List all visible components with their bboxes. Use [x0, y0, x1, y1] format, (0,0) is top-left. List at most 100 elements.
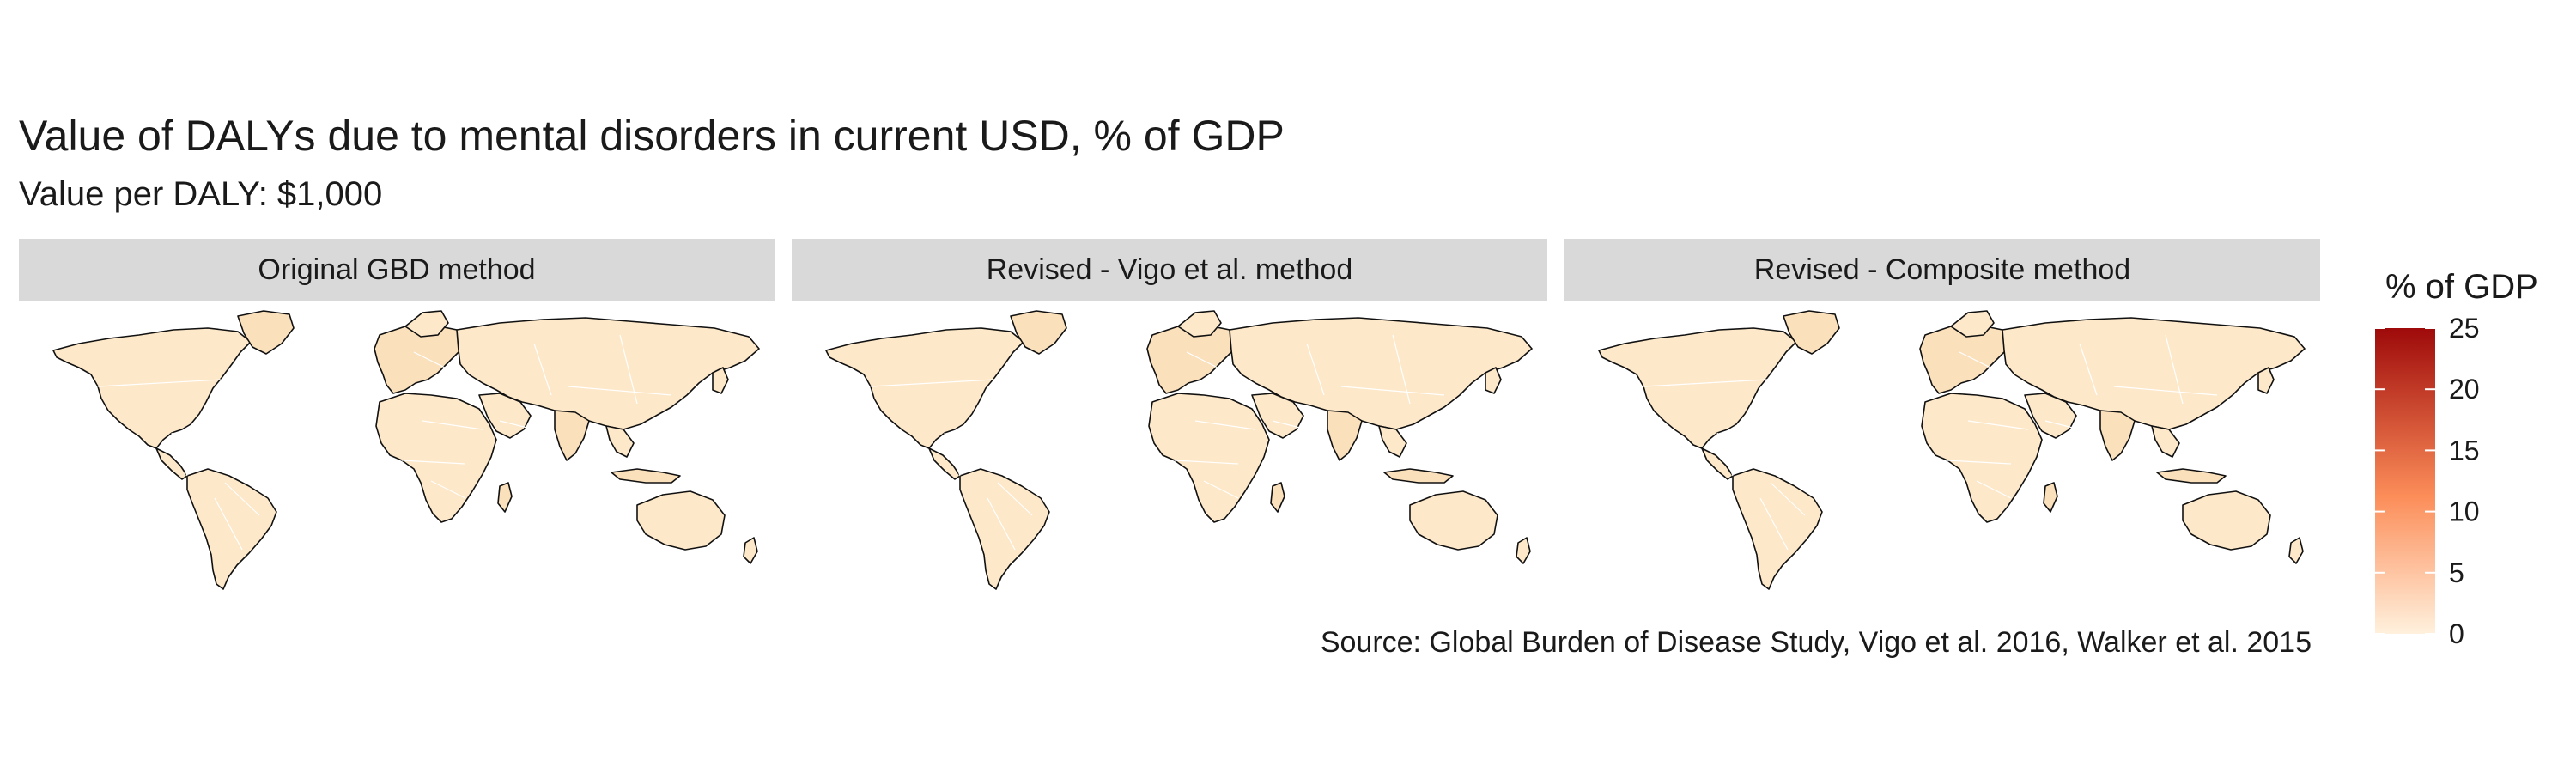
southeast-asia-region: [2151, 425, 2180, 458]
country-border: [214, 497, 243, 551]
country-border: [1770, 482, 1806, 516]
central-america-region: [1701, 447, 1734, 480]
country-border: [1759, 497, 1789, 551]
country-border: [1174, 460, 1239, 465]
south-america-region: [186, 468, 277, 590]
source-note: Source: Global Burden of Disease Study, …: [1320, 626, 2312, 659]
color-legend: 0 5 10 15 20 25: [2375, 313, 2480, 649]
africa-region: [375, 393, 497, 523]
legend-tick-label: 15: [2449, 435, 2480, 466]
chart-subtitle: Value per DALY: $1,000: [19, 175, 383, 213]
facet-strip-label: Revised - Vigo et al. method: [792, 239, 1547, 301]
panel-composite-method: Revised - Composite method: [1564, 239, 2320, 593]
indonesia-region: [2156, 468, 2227, 484]
country-border: [1272, 420, 1308, 430]
country-border: [1716, 432, 1734, 477]
legend-tick-label: 20: [2449, 374, 2480, 405]
panel-original-gbd: Original GBD method: [19, 239, 775, 593]
asia-region: [456, 317, 760, 430]
middle-east-region: [2024, 393, 2077, 439]
country-border: [568, 386, 672, 396]
world-map: [52, 310, 760, 590]
middle-east-region: [1251, 393, 1304, 439]
india-region: [2099, 410, 2136, 461]
legend-colorbar: [2375, 328, 2435, 634]
country-border: [1340, 386, 1445, 396]
africa-region: [1148, 393, 1270, 523]
europe-region: [1146, 324, 1239, 394]
southeast-asia-region: [1378, 425, 1407, 458]
central-america-region: [155, 447, 188, 480]
madagascar-region: [497, 482, 513, 513]
south-america-region: [959, 468, 1050, 590]
middle-east-region: [478, 393, 532, 439]
country-border: [413, 351, 449, 370]
world-map: [1598, 310, 2306, 590]
southeast-asia-region: [605, 425, 635, 458]
country-border: [1959, 351, 1995, 370]
facet-strip-label: Original GBD method: [19, 239, 775, 301]
country-border: [1643, 379, 1768, 387]
legend-title: % of GDP: [2385, 268, 2538, 306]
europe-region: [374, 324, 466, 394]
legend-tick-label: 0: [2449, 618, 2464, 649]
country-border: [1976, 480, 2012, 499]
greenland-region: [237, 310, 295, 355]
north-america-region: [52, 327, 252, 449]
japan-region: [712, 367, 729, 394]
country-border: [499, 420, 535, 430]
country-border: [1306, 343, 1325, 396]
scandinavia-region: [1950, 310, 1995, 338]
country-border: [1194, 420, 1256, 430]
country-border: [944, 432, 961, 477]
central-america-region: [928, 447, 961, 480]
country-border: [2044, 420, 2081, 430]
country-border: [224, 482, 260, 516]
south-america-region: [1732, 468, 1823, 590]
new-zealand-region: [1516, 537, 1531, 564]
country-border: [430, 480, 466, 499]
north-america-region: [825, 327, 1024, 449]
facet-strip-label: Revised - Composite method: [1564, 239, 2320, 301]
australia-region: [636, 490, 726, 551]
legend-tick-label: 5: [2449, 557, 2464, 588]
country-border: [2113, 386, 2218, 396]
india-region: [1327, 410, 1363, 461]
panel-vigo-method: Revised - Vigo et al. method: [792, 239, 1547, 593]
legend-tick-label: 10: [2449, 496, 2480, 527]
country-border: [1947, 460, 2012, 465]
japan-region: [1485, 367, 1502, 394]
asia-region: [2002, 317, 2306, 430]
country-border: [1203, 480, 1239, 499]
madagascar-region: [1270, 482, 1285, 513]
indonesia-region: [611, 468, 681, 484]
greenland-region: [1783, 310, 1840, 355]
country-border: [1967, 420, 2029, 430]
country-border: [401, 460, 466, 465]
asia-region: [1229, 317, 1533, 430]
country-border: [97, 379, 222, 387]
indonesia-region: [1383, 468, 1454, 484]
country-border: [870, 379, 995, 387]
country-border: [2079, 343, 2098, 396]
new-zealand-region: [743, 537, 758, 564]
australia-region: [1409, 490, 1498, 551]
country-border: [422, 420, 483, 430]
country-border: [171, 432, 188, 477]
australia-region: [2182, 490, 2271, 551]
scandinavia-region: [1177, 310, 1222, 338]
africa-region: [1921, 393, 2043, 523]
country-border: [533, 343, 552, 396]
country-border: [1186, 351, 1222, 370]
legend-tick-label: 25: [2449, 313, 2480, 344]
madagascar-region: [2043, 482, 2058, 513]
japan-region: [2257, 367, 2275, 394]
country-border: [997, 482, 1033, 516]
europe-region: [1919, 324, 2012, 394]
india-region: [554, 410, 590, 461]
greenland-region: [1010, 310, 1067, 355]
north-america-region: [1598, 327, 1797, 449]
chart-title: Value of DALYs due to mental disorders i…: [19, 112, 1285, 160]
country-border: [987, 497, 1016, 551]
new-zealand-region: [2288, 537, 2304, 564]
